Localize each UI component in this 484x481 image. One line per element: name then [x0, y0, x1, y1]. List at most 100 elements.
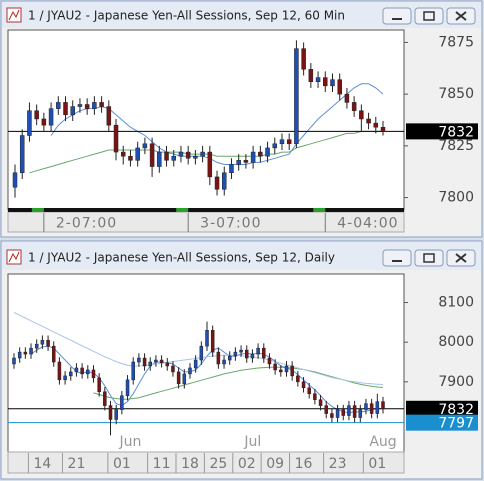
candle-body [142, 357, 147, 367]
candle-body [80, 367, 84, 375]
moving-average [93, 366, 384, 400]
candle-body [34, 110, 39, 120]
candle-body [323, 77, 328, 87]
y-tick-label: 7900 [438, 374, 474, 390]
candle-body [307, 387, 311, 394]
close-glyph [455, 11, 467, 21]
maximize-button[interactable] [414, 249, 444, 267]
candle-body [324, 405, 328, 414]
candle-body [250, 353, 255, 359]
candle-body [296, 375, 300, 383]
time-axis [7, 451, 405, 474]
candle-body [258, 151, 263, 157]
candle-body [272, 143, 278, 149]
moving-average [50, 83, 384, 165]
window-title: 1 / JYAU2 - Japanese Yen-All Sessions, S… [28, 9, 345, 23]
candle-body [294, 48, 299, 145]
candle-body [154, 359, 158, 363]
candle-body [315, 77, 321, 82]
candle-body [51, 345, 56, 363]
candle-body [137, 357, 141, 363]
candle-body [171, 365, 175, 373]
candle-body [148, 361, 152, 367]
y-tick-label: 7850 [438, 86, 474, 102]
candle-body [341, 409, 346, 416]
x-tick-label: 18 [181, 456, 199, 472]
candle-body [188, 367, 192, 375]
x-tick-label: 11 [153, 456, 171, 472]
candle-body [142, 143, 148, 149]
maximize-button[interactable] [414, 7, 444, 25]
plot-area [7, 29, 405, 211]
candle-body [366, 118, 371, 124]
candle-body [176, 371, 181, 385]
window-title: 1 / JYAU2 - Japanese Yen-All Sessions, S… [28, 251, 335, 265]
candle-body [182, 373, 187, 385]
minimize-button[interactable] [382, 7, 412, 25]
close-glyph [455, 253, 467, 263]
session-mark [176, 208, 189, 212]
candle-body [286, 139, 292, 145]
candle-body [318, 399, 323, 406]
candle-body [149, 143, 155, 167]
candle-body [373, 122, 379, 128]
candle-body [344, 93, 350, 103]
candle-body [351, 102, 357, 111]
session-mark [313, 208, 326, 212]
candle-body [92, 102, 97, 109]
price-label: 7832 [438, 402, 474, 418]
moving-average [13, 312, 384, 386]
candle-body [113, 124, 119, 153]
candle-body [114, 409, 118, 420]
candle-body [380, 126, 386, 132]
candle-body [222, 359, 226, 365]
candle-body [273, 363, 277, 371]
y-tick-label: 8100 [438, 295, 474, 311]
candle-body [12, 172, 18, 188]
candle-body [369, 403, 374, 414]
candle-body [159, 359, 164, 364]
candle-body [41, 118, 47, 126]
candle-body [199, 345, 204, 361]
candle-body [27, 110, 32, 136]
candle-body [265, 147, 270, 157]
candle-body [17, 351, 22, 359]
candle-body [375, 401, 380, 414]
candle-body [48, 108, 54, 126]
candle-body [40, 339, 45, 345]
candle-body [216, 351, 221, 365]
candle-body [335, 409, 340, 418]
candle-body [262, 347, 266, 359]
candle-body [70, 106, 75, 116]
candle-body [214, 176, 220, 190]
candle-body [243, 160, 249, 163]
month-label: Jul [243, 434, 261, 450]
candle-body [308, 69, 314, 82]
price-label: 7832 [438, 124, 474, 140]
candle-body [84, 104, 90, 109]
candle-body [359, 110, 364, 120]
app-icon-glyph [8, 251, 20, 263]
candle-body [279, 369, 283, 373]
x-tick-label: 01 [113, 456, 131, 472]
y-tick-label: 7800 [438, 190, 474, 206]
candle-body [69, 371, 73, 377]
candle-body [106, 106, 112, 126]
y-tick-label: 8000 [438, 334, 474, 350]
candle-body [185, 151, 191, 159]
candle-body [290, 365, 294, 377]
candle-body [91, 369, 96, 379]
candle-body [352, 405, 357, 418]
moving-average [29, 130, 383, 174]
candle-body [97, 377, 101, 392]
candle-body [239, 349, 243, 353]
price-label-box [406, 400, 478, 417]
candle-body [103, 391, 107, 406]
candle-body [301, 48, 306, 70]
x-tick-label: 2-07:00 [56, 216, 117, 232]
candle-body [125, 379, 130, 396]
candle-body [337, 79, 342, 95]
minimize-button[interactable] [382, 249, 412, 267]
candle-body [108, 405, 113, 420]
app-icon [6, 249, 22, 265]
